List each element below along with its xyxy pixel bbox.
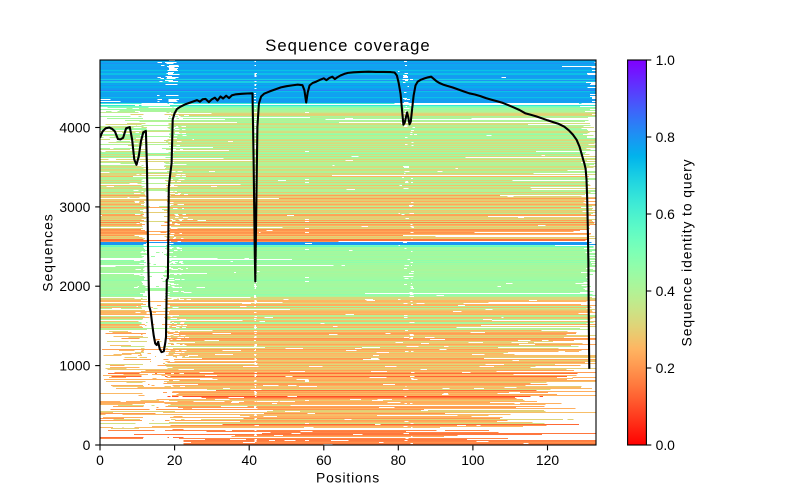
svg-text:0: 0 <box>83 437 91 453</box>
svg-text:20: 20 <box>167 452 183 468</box>
svg-text:0.2: 0.2 <box>656 360 676 376</box>
svg-text:4000: 4000 <box>59 119 90 135</box>
svg-text:0.6: 0.6 <box>656 206 676 222</box>
svg-text:80: 80 <box>391 452 407 468</box>
svg-text:1000: 1000 <box>59 358 90 374</box>
svg-text:3000: 3000 <box>59 199 90 215</box>
svg-text:0.8: 0.8 <box>656 129 676 145</box>
svg-text:2000: 2000 <box>59 278 90 294</box>
svg-text:Sequence identity to query: Sequence identity to query <box>679 159 695 347</box>
svg-text:100: 100 <box>461 452 484 468</box>
svg-text:Positions: Positions <box>316 470 380 486</box>
svg-text:Sequences: Sequences <box>40 213 56 292</box>
svg-text:40: 40 <box>241 452 257 468</box>
svg-text:60: 60 <box>316 452 332 468</box>
svg-text:0: 0 <box>96 452 104 468</box>
svg-text:0.4: 0.4 <box>656 283 676 299</box>
svg-text:0.0: 0.0 <box>656 437 676 453</box>
svg-text:Sequence coverage: Sequence coverage <box>265 36 430 55</box>
svg-text:120: 120 <box>536 452 559 468</box>
svg-text:1.0: 1.0 <box>656 52 676 68</box>
